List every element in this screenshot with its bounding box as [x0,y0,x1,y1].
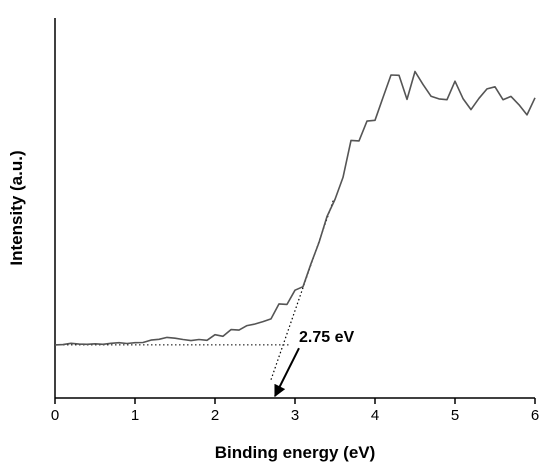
annotation-arrow [274,347,300,398]
x-tick-label-1: 1 [131,407,139,424]
series-line [54,70,536,346]
y-axis-title: Intensity (a.u.) [7,150,26,265]
x-axis-tick-labels: 0 1 2 3 4 5 6 [51,407,539,424]
x-tick-label-2: 2 [211,407,219,424]
x-tick-label-4: 4 [371,407,379,424]
x-tick-label-0: 0 [51,407,59,424]
annotation-label: 2.75 eV [299,329,354,346]
x-tick-label-6: 6 [531,407,539,424]
plot-area [54,18,535,399]
x-axis-title: Binding energy (eV) [215,443,376,462]
x-tick-label-3: 3 [291,407,299,424]
x-axis-ticks [54,398,536,404]
x-tick-label-5: 5 [451,407,459,424]
